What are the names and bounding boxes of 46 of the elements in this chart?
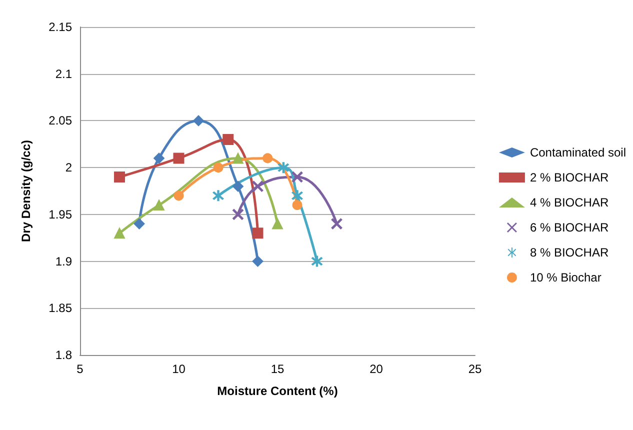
point — [312, 256, 322, 267]
legend-label: 2 % BIOCHAR — [530, 170, 609, 184]
point — [278, 162, 289, 174]
legend-label: 6 % BIOCHAR — [530, 220, 609, 234]
point — [114, 171, 125, 182]
point — [212, 190, 224, 202]
y-tick-label: 1.8 — [55, 348, 72, 362]
y-tick-label: 2.1 — [55, 66, 72, 81]
x-tick-label: 15 — [270, 362, 284, 376]
point — [252, 228, 264, 239]
x-tick-label: 25 — [468, 362, 482, 376]
y-tick-label: 1.85 — [48, 301, 72, 316]
y-tick-label: 1.95 — [48, 207, 72, 222]
point — [222, 134, 234, 145]
point — [252, 256, 264, 267]
point — [193, 115, 204, 126]
y-axis-title: Dry Density (g/cc) — [19, 140, 33, 242]
legend-label: 4 % BIOCHAR — [530, 196, 609, 210]
point — [173, 152, 184, 164]
point — [232, 180, 244, 192]
y-tick-label: 2.15 — [48, 20, 72, 34]
point — [272, 218, 283, 230]
point — [232, 208, 244, 220]
x-tick-label: 5 — [76, 362, 84, 376]
point — [154, 200, 164, 211]
y-tick-label: 1.9 — [55, 254, 72, 268]
point — [262, 153, 273, 164]
x-tick-label: 10 — [172, 362, 186, 376]
legend-label: 10 % Biochar — [530, 270, 602, 284]
point — [154, 152, 164, 164]
y-tick-label: 2 — [65, 160, 72, 175]
point — [134, 218, 145, 230]
point — [292, 171, 303, 182]
point — [114, 228, 125, 239]
legend-label: Contaminated soil — [530, 146, 626, 160]
point — [252, 180, 264, 192]
y-tick-label: 2.05 — [48, 114, 72, 128]
point — [292, 200, 302, 210]
point — [292, 190, 303, 202]
x-axis-title: Moisture Content (%) — [217, 384, 338, 398]
point — [331, 218, 342, 230]
point — [174, 190, 184, 201]
point — [213, 162, 224, 173]
legend-label: 8 % BIOCHAR — [530, 246, 609, 260]
point — [232, 152, 244, 164]
x-tick-label: 20 — [370, 362, 384, 376]
